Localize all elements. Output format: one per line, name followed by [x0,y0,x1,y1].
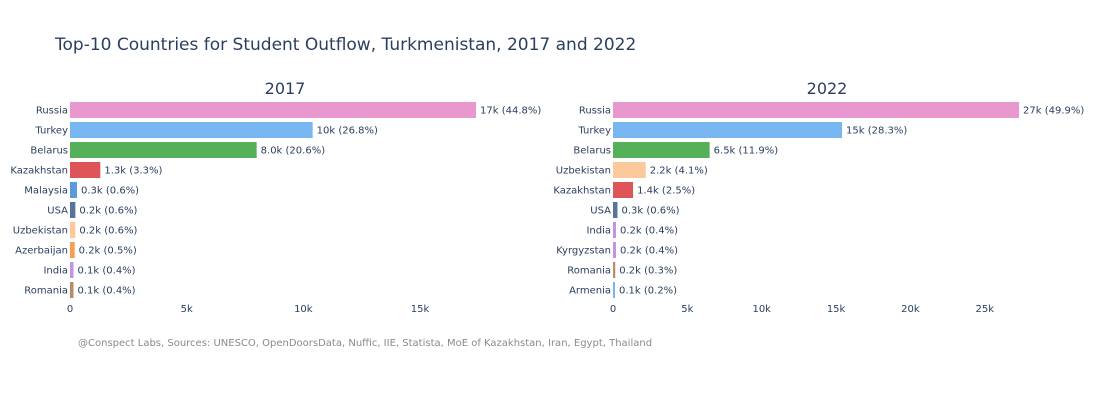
chart-title: Top-10 Countries for Student Outflow, Tu… [54,35,636,55]
bar-2022-india[interactable] [613,222,616,238]
data-label-2017-usa: 0.2k (0.6%) [79,206,137,217]
subplot-title-2022: 2022 [807,79,848,98]
category-label-2022-russia: Russia [579,106,611,117]
x-tick-label-2022-1: 5k [681,304,693,315]
data-label-2017-uzbekistan: 0.2k (0.6%) [79,226,137,237]
category-label-2017-usa: USA [47,206,68,217]
category-label-2022-india: India [586,226,611,237]
bar-2017-kazakhstan[interactable] [70,162,101,178]
data-label-2022-uzbekistan: 2.2k (4.1%) [650,166,708,177]
category-label-2017-russia: Russia [36,106,68,117]
bar-2022-turkey[interactable] [613,122,843,138]
bar-2017-azerbaijan[interactable] [70,242,75,258]
data-label-2022-turkey: 15k (28.3%) [846,126,907,137]
subplot-title-2017: 2017 [265,79,306,98]
category-label-2017-romania: Romania [24,286,68,297]
category-label-2017-india: India [43,266,68,277]
category-label-2017-malaysia: Malaysia [24,186,68,197]
bar-2017-malaysia[interactable] [70,182,77,198]
x-tick-label-2017-0: 0 [67,304,73,315]
data-label-2022-india: 0.2k (0.4%) [620,226,678,237]
x-tick-label-2022-2: 10k [752,304,771,315]
x-tick-label-2022-0: 0 [610,304,616,315]
category-label-2017-uzbekistan: Uzbekistan [13,226,68,237]
panel-2022: 2022 Russia 27k (49.9%) Turkey 15k (28.3%) B… [553,79,1084,315]
x-tick-label-2017-2: 10k [294,304,313,315]
x-tick-label-2017-1: 5k [181,304,193,315]
bar-2017-uzbekistan[interactable] [70,222,76,238]
category-label-2022-belarus: Belarus [573,146,611,157]
category-label-2022-turkey: Turkey [577,126,611,137]
category-label-2017-kazakhstan: Kazakhstan [10,166,68,177]
panel-2017: 2017 Russia 17k (44.8%) Turkey 10k (26.8%) B… [10,79,541,315]
bar-2017-turkey[interactable] [70,122,313,138]
bar-2022-romania[interactable] [613,262,616,278]
category-label-2017-belarus: Belarus [30,146,68,157]
bar-2022-russia[interactable] [613,102,1019,118]
bar-2017-belarus[interactable] [70,142,257,158]
bar-2017-usa[interactable] [70,202,76,218]
data-label-2017-malaysia: 0.3k (0.6%) [81,186,139,197]
bar-2022-kazakhstan[interactable] [613,182,634,198]
data-label-2017-azerbaijan: 0.2k (0.5%) [79,246,137,257]
data-label-2022-kazakhstan: 1.4k (2.5%) [637,186,695,197]
data-label-2017-russia: 17k (44.8%) [480,106,541,117]
bar-2022-kyrgyzstan[interactable] [613,242,616,258]
data-label-2022-usa: 0.3k (0.6%) [621,206,679,217]
category-label-2022-kyrgyzstan: Kyrgyzstan [556,246,611,257]
bar-2022-belarus[interactable] [613,142,710,158]
data-label-2022-russia: 27k (49.9%) [1023,106,1084,117]
x-tick-label-2022-3: 15k [827,304,846,315]
data-label-2017-turkey: 10k (26.8%) [317,126,378,137]
data-label-2017-kazakhstan: 1.3k (3.3%) [104,166,162,177]
data-label-2017-belarus: 8.0k (20.6%) [261,146,326,157]
bar-2017-india[interactable] [70,262,74,278]
x-tick-label-2022-4: 20k [901,304,920,315]
data-label-2022-romania: 0.2k (0.3%) [619,266,677,277]
category-label-2022-romania: Romania [567,266,611,277]
x-tick-label-2022-5: 25k [976,304,995,315]
bar-2017-russia[interactable] [70,102,476,118]
category-label-2017-turkey: Turkey [34,126,68,137]
bar-2017-romania[interactable] [70,282,74,298]
data-label-2017-india: 0.1k (0.4%) [78,266,136,277]
data-label-2022-kyrgyzstan: 0.2k (0.4%) [620,246,678,257]
bar-2022-usa[interactable] [613,202,618,218]
category-label-2022-armenia: Armenia [569,286,611,297]
bar-2022-uzbekistan[interactable] [613,162,646,178]
data-label-2022-belarus: 6.5k (11.9%) [714,146,779,157]
x-tick-label-2017-3: 15k [411,304,430,315]
category-label-2022-kazakhstan: Kazakhstan [553,186,611,197]
category-label-2022-uzbekistan: Uzbekistan [556,166,611,177]
bar-2022-armenia[interactable] [613,282,615,298]
data-label-2017-romania: 0.1k (0.4%) [78,286,136,297]
category-label-2017-azerbaijan: Azerbaijan [15,246,68,257]
source-note: @Conspect Labs, Sources: UNESCO, OpenDoo… [78,338,652,349]
data-label-2022-armenia: 0.1k (0.2%) [619,286,677,297]
category-label-2022-usa: USA [590,206,611,217]
